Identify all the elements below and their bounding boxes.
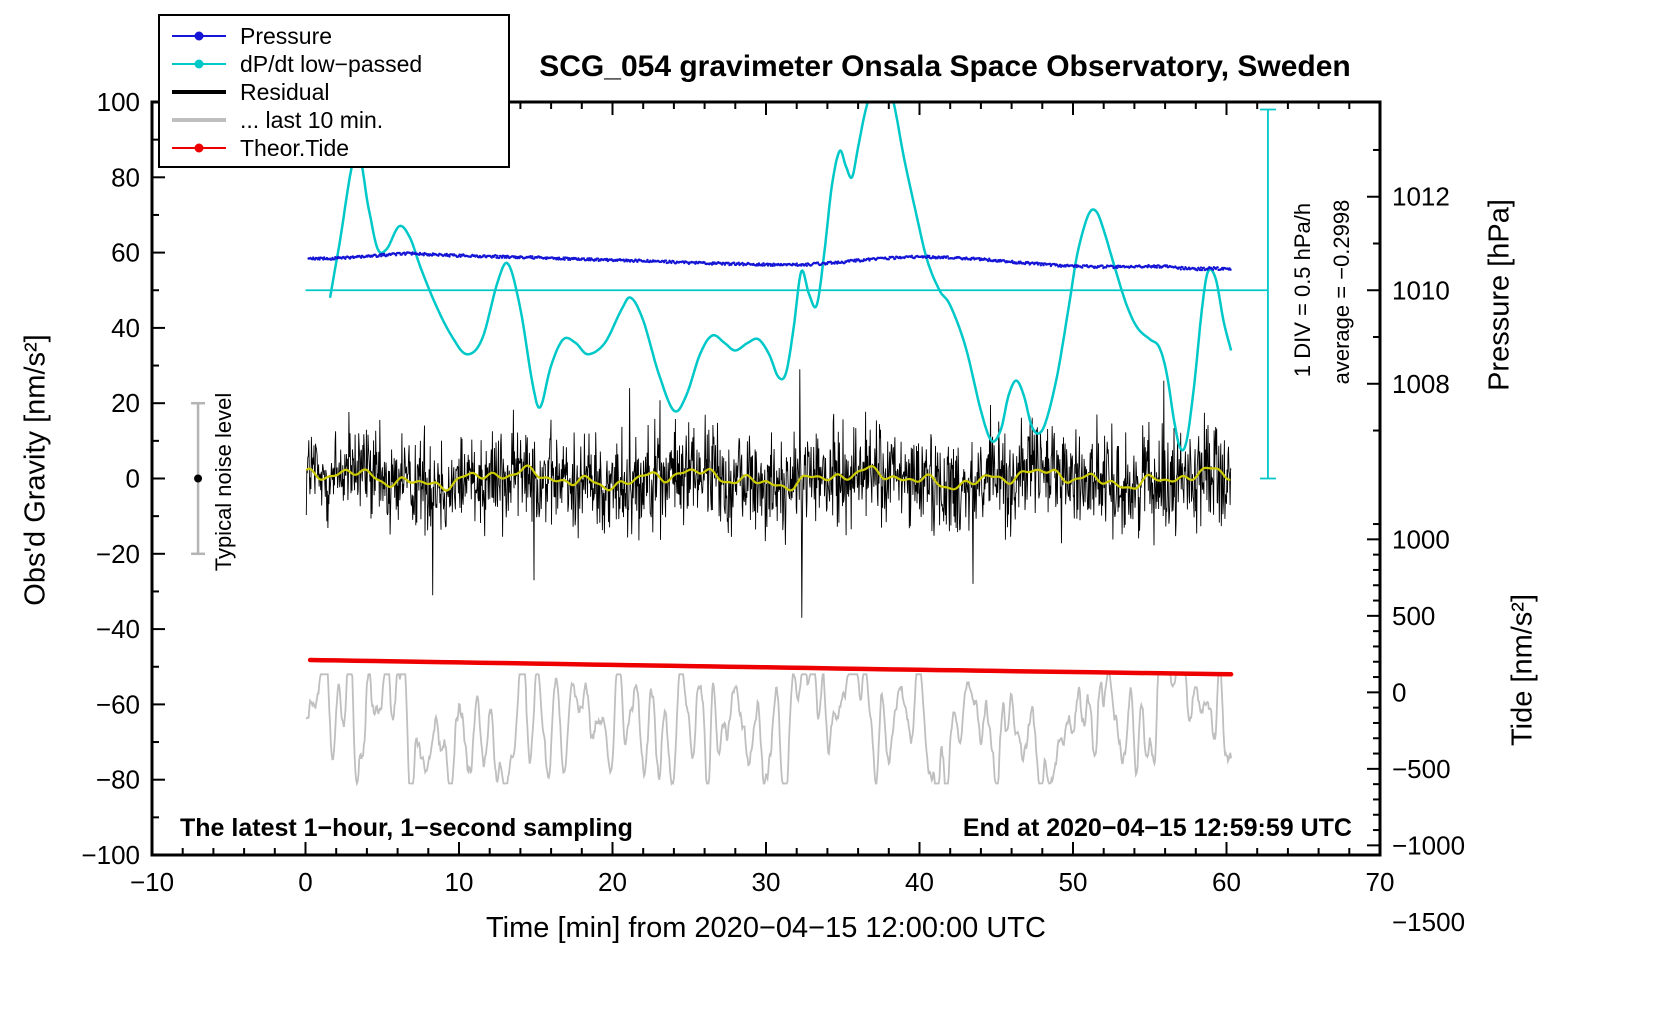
svg-text:1010: 1010 <box>1392 275 1450 305</box>
svg-text:500: 500 <box>1392 601 1435 631</box>
svg-text:40: 40 <box>905 867 934 897</box>
svg-text:100: 100 <box>97 87 140 117</box>
legend-label-theor-tide: Theor.Tide <box>240 134 350 161</box>
svg-text:0: 0 <box>1392 677 1406 707</box>
svg-text:−20: −20 <box>96 539 140 569</box>
legend-label-dpdt-lowpassed: dP/dt low−passed <box>240 50 423 77</box>
legend-item-residual: Residual <box>170 78 508 106</box>
svg-text:40: 40 <box>111 313 140 343</box>
legend-item-pressure: Pressure <box>170 22 508 50</box>
sampling-note: The latest 1−hour, 1−second sampling <box>180 814 633 842</box>
page-title: SCG_054 gravimeter Onsala Space Observat… <box>539 50 1351 83</box>
svg-text:60: 60 <box>1212 867 1241 897</box>
legend-label-pressure: Pressure <box>240 22 333 49</box>
legend-sample-dpdt-lowpassed-icon <box>170 55 228 73</box>
legend-sample-residual-icon <box>170 83 228 101</box>
legend-item-dpdt-lowpassed: dP/dt low−passed <box>170 50 508 78</box>
div-scale-note: 1 DIV = 0.5 hPa/h <box>1290 202 1315 378</box>
legend-label-last-10-min: ... last 10 min. <box>240 106 384 133</box>
svg-text:−500: −500 <box>1392 754 1451 784</box>
svg-text:80: 80 <box>111 162 140 192</box>
legend-item-theor-tide: Theor.Tide <box>170 134 508 162</box>
svg-text:1000: 1000 <box>1392 524 1450 554</box>
svg-text:−10: −10 <box>130 867 174 897</box>
legend-label-residual: Residual <box>240 78 330 105</box>
svg-text:30: 30 <box>752 867 781 897</box>
legend-sample-last-10-min-icon <box>170 111 228 129</box>
legend: Pressure dP/dt low−passed Residual... last… <box>158 14 510 168</box>
svg-text:70: 70 <box>1366 867 1395 897</box>
svg-text:10: 10 <box>445 867 474 897</box>
legend-sample-pressure-icon <box>170 27 228 45</box>
y-axis-title-gravity: Obs'd Gravity [nm/s²] <box>19 334 52 606</box>
svg-text:−1000: −1000 <box>1392 830 1465 860</box>
svg-text:0: 0 <box>298 867 312 897</box>
svg-text:−80: −80 <box>96 765 140 795</box>
svg-text:20: 20 <box>111 388 140 418</box>
svg-text:0: 0 <box>126 464 140 494</box>
end-time-note: End at 2020−04−15 12:59:59 UTC <box>962 814 1352 842</box>
svg-text:1008: 1008 <box>1392 369 1450 399</box>
svg-text:−60: −60 <box>96 689 140 719</box>
svg-text:20: 20 <box>598 867 627 897</box>
legend-sample-theor-tide-icon <box>170 139 228 157</box>
x-axis-title: Time [min] from 2020−04−15 12:00:00 UTC <box>486 912 1046 944</box>
legend-item-last-10-min: ... last 10 min. <box>170 106 508 134</box>
svg-text:−100: −100 <box>81 840 140 870</box>
average-note: average = −0.2998 <box>1329 199 1354 385</box>
y-axis-title-pressure: Pressure [hPa] <box>1483 199 1516 391</box>
svg-text:−1500: −1500 <box>1392 907 1465 937</box>
svg-text:−40: −40 <box>96 614 140 644</box>
noise-level-label: Typical noise level <box>211 392 236 572</box>
y-axis-title-tide: Tide [nm/s²] <box>1506 593 1539 747</box>
svg-text:1012: 1012 <box>1392 182 1450 212</box>
svg-text:50: 50 <box>1059 867 1088 897</box>
svg-text:60: 60 <box>111 238 140 268</box>
